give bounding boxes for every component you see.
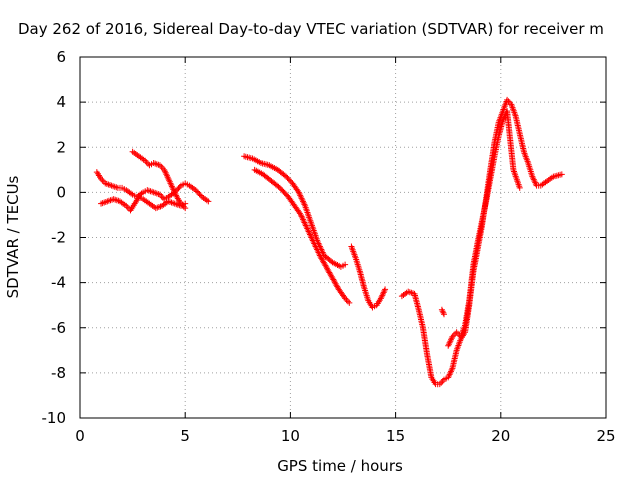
data-point-markers <box>251 166 353 306</box>
series-arc3 <box>129 148 189 212</box>
x-tick-label: 0 <box>75 427 85 445</box>
x-tick-label: 5 <box>180 427 190 445</box>
data-point-markers <box>241 153 349 270</box>
x-axis-title: GPS time / hours <box>277 457 403 475</box>
y-tick-label: -2 <box>51 229 66 247</box>
data-points <box>93 96 565 388</box>
y-tick-label: 4 <box>56 93 66 111</box>
x-tick-label: 25 <box>596 427 615 445</box>
y-tick-label: 2 <box>56 138 66 156</box>
series-arc2 <box>98 193 189 214</box>
series-arc6 <box>348 243 389 311</box>
series-arc4 <box>241 153 349 270</box>
y-tick-label: -8 <box>51 364 66 382</box>
series-arc5 <box>251 166 353 306</box>
series-arc9 <box>438 306 447 318</box>
data-point-markers <box>348 243 389 311</box>
y-tick-label: 0 <box>56 183 66 201</box>
data-point-markers <box>445 108 523 349</box>
y-axis-title: SDTVAR / TECUs <box>4 175 22 298</box>
y-tick-label: -10 <box>42 409 67 427</box>
data-point-markers <box>438 306 447 318</box>
series-arc8 <box>445 108 523 349</box>
y-tick-label: -6 <box>51 319 66 337</box>
x-tick-label: 15 <box>386 427 405 445</box>
axis-ticks: 0 5 10 15 20 25 -10 -8 -6 -4 -2 0 2 4 6 <box>42 48 616 445</box>
y-tick-label: -4 <box>51 274 66 292</box>
y-tick-label: 6 <box>56 48 66 66</box>
x-tick-label: 20 <box>491 427 510 445</box>
x-tick-label: 10 <box>281 427 300 445</box>
data-point-markers <box>98 193 189 214</box>
chart-title: Day 262 of 2016, Sidereal Day-to-day VTE… <box>18 20 604 38</box>
data-point-markers <box>129 148 189 212</box>
